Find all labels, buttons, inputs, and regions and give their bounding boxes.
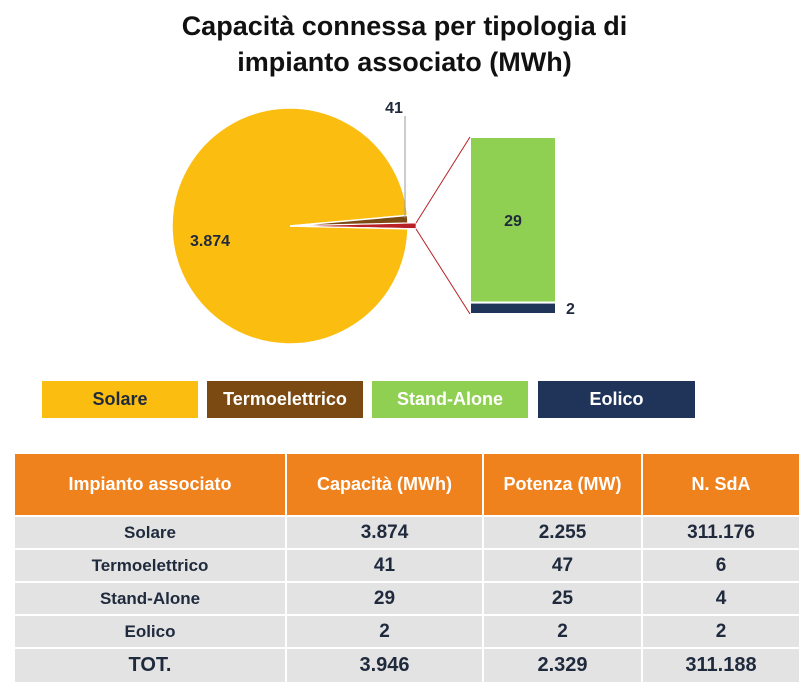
legend-item-solare: Solare xyxy=(42,381,198,418)
header-impianto: Impianto associato xyxy=(15,454,287,516)
header-capacita: Capacità (MWh) xyxy=(286,454,484,516)
chart-title-line-1: Capacità connessa per tipologia di xyxy=(181,11,628,41)
table-row: Termoelettrico 41 47 6 xyxy=(15,548,799,582)
cell-sda: 6 xyxy=(642,548,799,582)
cell-potenza: 25 xyxy=(483,581,643,615)
table-row: Stand-Alone 29 25 4 xyxy=(15,581,799,615)
legend-label-solare: Solare xyxy=(92,389,148,409)
cell-total-sda: 311.188 xyxy=(642,647,799,682)
table-header-row: Impianto associato Capacità (MWh) Potenz… xyxy=(15,454,799,516)
cell-sda: 2 xyxy=(642,614,799,648)
pie-chart: 3.874 41 29 2 xyxy=(171,100,575,345)
cell-capacita: 41 xyxy=(286,548,484,582)
cell-name: Eolico xyxy=(15,614,287,648)
cell-capacita: 3.874 xyxy=(286,515,484,549)
cell-total-potenza: 2.329 xyxy=(483,647,643,682)
cell-capacita: 2 xyxy=(286,614,484,648)
legend-label-termoelettrico: Termoelettrico xyxy=(223,389,347,409)
cell-name: Stand-Alone xyxy=(15,581,287,615)
data-label-eolico: 2 xyxy=(566,301,575,318)
table-row: Eolico 2 2 2 xyxy=(15,614,799,648)
legend-item-eolico: Eolico xyxy=(538,381,695,418)
chart-title-line-2: impianto associato (MWh) xyxy=(237,47,572,77)
table-total-row: TOT. 3.946 2.329 311.188 xyxy=(15,647,799,682)
cell-potenza: 47 xyxy=(483,548,643,582)
legend-label-stand-alone: Stand-Alone xyxy=(397,389,503,409)
breakout-bar-eolico xyxy=(469,301,557,316)
chart-legend: Solare Termoelettrico Stand-Alone Eolico xyxy=(0,381,809,419)
connector-line-top xyxy=(415,136,471,224)
cell-total-name: TOT. xyxy=(15,647,287,682)
cell-sda: 311.176 xyxy=(642,515,799,549)
data-label-termoelettrico: 41 xyxy=(385,100,403,117)
cell-capacita: 29 xyxy=(286,581,484,615)
cell-sda: 4 xyxy=(642,581,799,615)
legend-item-termoelettrico: Termoelettrico xyxy=(207,381,363,418)
pie-slice-eolico xyxy=(297,225,417,230)
data-label-stand-alone: 29 xyxy=(504,213,522,230)
legend-item-stand-alone: Stand-Alone xyxy=(372,381,528,418)
breakout-bar-stand-alone xyxy=(469,136,557,304)
cell-potenza: 2 xyxy=(483,614,643,648)
cell-name: Termoelettrico xyxy=(15,548,287,582)
table-row: Solare 3.874 2.255 311.176 xyxy=(15,515,799,549)
chart-title: Capacità connessa per tipologia di impia… xyxy=(0,8,809,80)
header-sda: N. SdA xyxy=(642,454,799,516)
connector-line-bottom xyxy=(415,228,471,315)
legend-label-eolico: Eolico xyxy=(589,389,644,409)
cell-total-capacita: 3.946 xyxy=(286,647,484,682)
summary-table: Impianto associato Capacità (MWh) Potenz… xyxy=(15,454,799,682)
data-label-solare: 3.874 xyxy=(190,233,230,250)
cell-potenza: 2.255 xyxy=(483,515,643,549)
header-potenza: Potenza (MW) xyxy=(483,454,643,516)
cell-name: Solare xyxy=(15,515,287,549)
